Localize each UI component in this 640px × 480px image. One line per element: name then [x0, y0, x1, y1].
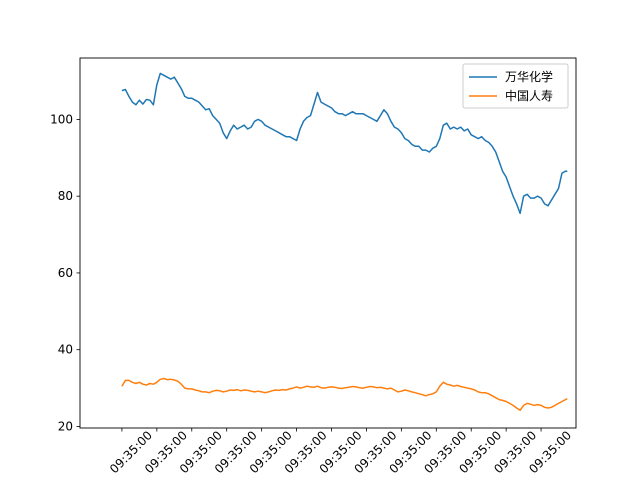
- legend-entry-0: 万华化学: [505, 69, 553, 84]
- plot-frame: [79, 57, 577, 429]
- y-axis: 20 40 60 80 100: [50, 112, 80, 433]
- y-tick-label: 20: [58, 419, 73, 433]
- y-tick-label: 80: [58, 189, 73, 203]
- series-line-0: [121, 72, 568, 215]
- series-line-1: [121, 377, 568, 412]
- y-tick-label: 40: [58, 343, 73, 357]
- legend-box: [462, 63, 569, 109]
- x-axis: 09:35:0009:35:0009:35:0009:35:0009:35:00…: [107, 428, 574, 476]
- series-layer: [121, 72, 568, 412]
- legend-entry-1: 中国人寿: [505, 88, 553, 103]
- y-tick-label: 60: [58, 266, 73, 280]
- y-tick-label: 100: [50, 112, 73, 126]
